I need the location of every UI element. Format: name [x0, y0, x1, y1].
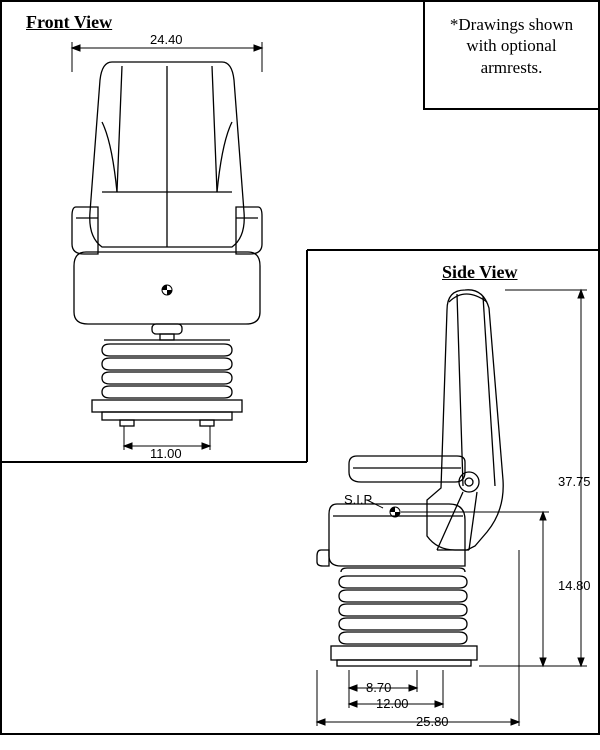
sip-label: S.I.P. — [344, 492, 374, 507]
dim-side-height-total: 37.75 — [558, 474, 591, 489]
dim-side-depth-mid: 12.00 — [376, 696, 409, 711]
front-view-drawing — [2, 2, 312, 462]
technical-drawing-page: *Drawings shown with optional armrests. … — [2, 2, 598, 733]
dim-side-depth-total: 25.80 — [416, 714, 449, 729]
side-view-drawing — [287, 250, 600, 750]
dim-front-base-width: 11.00 — [150, 446, 182, 461]
dim-front-width-top: 24.40 — [150, 32, 183, 47]
dim-side-depth-inner: 8.70 — [366, 680, 391, 695]
dim-side-sip-height: 14.80 — [558, 578, 591, 593]
